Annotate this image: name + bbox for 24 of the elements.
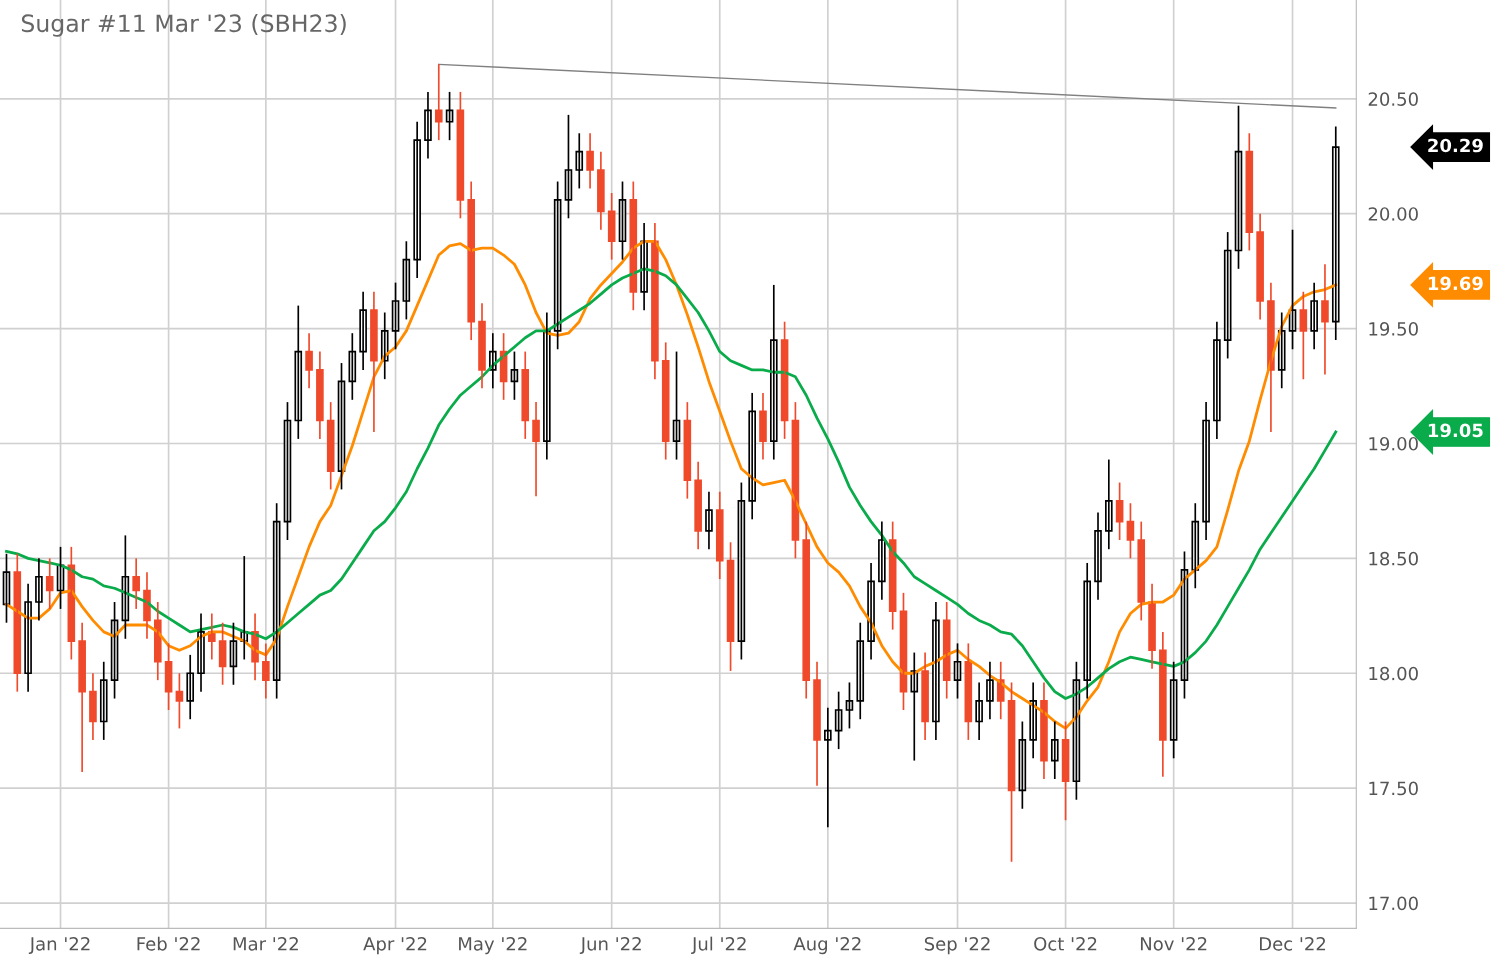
x-tick-label: Dec '22 [1260,936,1326,951]
y-tick-label: 17.00 [1369,896,1418,911]
x-tick-label: Jul '22 [691,936,746,954]
text: 19.69 [1428,276,1483,291]
x-tick-label: Feb '22 [137,936,200,951]
x-tick-label: Apr '22 [363,936,427,955]
x-tick-label: Sep '22 [924,936,990,955]
x-tick-label: Mar '22 [233,936,298,951]
x-tick-label: Jun '22 [579,936,641,954]
x-tick-label: May '22 [459,936,527,955]
text: 19.05 [1428,423,1483,438]
y-tick-label: 19.00 [1369,436,1418,451]
y-tick-label: 18.50 [1369,551,1418,566]
y-tick-label: 19.50 [1369,322,1418,336]
text: Sugar #11 Mar '23 (SBH23) [21,13,346,37]
y-tick-label: 17.50 [1369,781,1418,796]
x-tick-label: Oct '22 [1034,936,1097,951]
text: 20.29 [1428,138,1483,153]
y-tick-label: 18.00 [1369,666,1418,681]
y-tick-label: 20.50 [1368,92,1418,106]
x-tick-label: Aug '22 [793,936,861,955]
x-tick-label: Nov '22 [1140,936,1207,951]
x-tick-label: Jan '22 [28,936,90,954]
y-tick-label: 20.00 [1368,207,1418,221]
